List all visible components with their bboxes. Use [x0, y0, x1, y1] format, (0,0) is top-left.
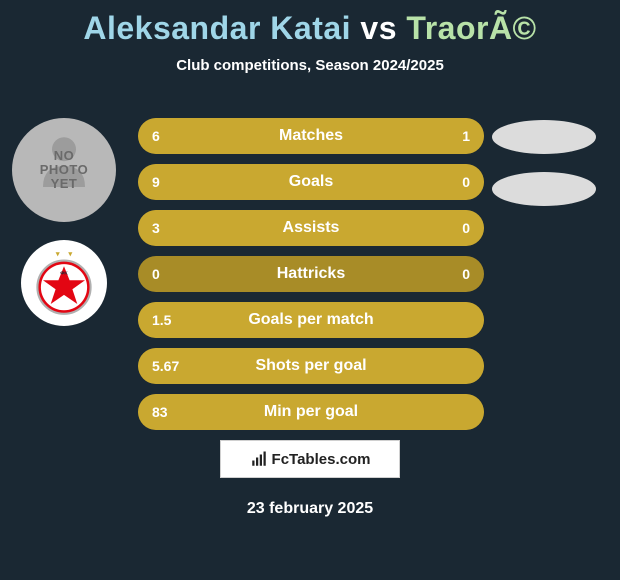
stat-label: Goals per match [248, 311, 373, 329]
stat-row: 0 Hattricks 0 [138, 256, 484, 292]
stat-label: Goals [289, 173, 333, 191]
stat-value-left: 83 [152, 404, 168, 420]
stat-value-left: 9 [152, 174, 160, 190]
stat-value-left: 6 [152, 128, 160, 144]
brand-text: FcTables.com [272, 451, 371, 468]
stat-row: 5.67 Shots per goal [138, 348, 484, 384]
player1-photo-placeholder: NO PHOTO YET [12, 118, 116, 222]
stat-row: 83 Min per goal [138, 394, 484, 430]
red-star-badge-icon: ΦK [29, 248, 99, 318]
stat-value-right: 1 [462, 128, 470, 144]
left-player-column: NO PHOTO YET ΦK [4, 118, 124, 326]
stats-container: 6 Matches 1 9 Goals 0 3 Assists 0 0 Hattricks 0 1.5 G… [138, 118, 484, 430]
stat-value-right: 0 [462, 220, 470, 236]
stat-fill-right [408, 118, 484, 154]
subtitle: Club competitions, Season 2024/2025 [0, 57, 620, 74]
stat-label: Assists [283, 219, 340, 237]
stat-value-left: 5.67 [152, 358, 179, 374]
stat-value-left: 0 [152, 266, 160, 282]
stat-row: 1.5 Goals per match [138, 302, 484, 338]
stat-value-right: 0 [462, 266, 470, 282]
stat-value-left: 1.5 [152, 312, 171, 328]
stat-label: Hattricks [277, 265, 345, 283]
stat-fill-left [138, 118, 408, 154]
player2-club-placeholder [492, 172, 596, 206]
player1-club-badge: ΦK [21, 240, 107, 326]
stat-row: 3 Assists 0 [138, 210, 484, 246]
stat-value-left: 3 [152, 220, 160, 236]
vs-text: vs [360, 10, 397, 46]
right-player-column [484, 120, 604, 206]
player2-photo-placeholder [492, 120, 596, 154]
comparison-title: Aleksandar Katai vs TraorÃ© [0, 0, 620, 47]
stat-label: Matches [279, 127, 343, 145]
svg-text:ΦK: ΦK [60, 271, 68, 277]
stat-label: Shots per goal [255, 357, 366, 375]
stat-row: 6 Matches 1 [138, 118, 484, 154]
brand-badge[interactable]: FcTables.com [220, 440, 400, 478]
no-photo-text: NO PHOTO YET [40, 149, 89, 191]
chart-icon [250, 450, 268, 468]
stat-row: 9 Goals 0 [138, 164, 484, 200]
player2-name: TraorÃ© [406, 10, 536, 46]
player1-name: Aleksandar Katai [83, 10, 351, 46]
stat-value-right: 0 [462, 174, 470, 190]
stat-label: Min per goal [264, 403, 358, 421]
footer-date: 23 february 2025 [0, 500, 620, 518]
